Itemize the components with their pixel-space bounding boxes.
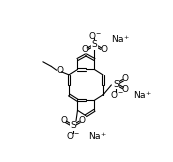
- Text: O$^{-}$: O$^{-}$: [66, 130, 80, 141]
- Text: O$^{-}$: O$^{-}$: [110, 89, 124, 100]
- Text: S: S: [113, 80, 119, 89]
- Text: Na$^{+}$: Na$^{+}$: [88, 130, 107, 142]
- Text: O: O: [56, 66, 63, 75]
- Text: O: O: [60, 116, 67, 125]
- Text: S: S: [70, 121, 76, 130]
- Text: Na$^{+}$: Na$^{+}$: [133, 89, 152, 101]
- Text: O: O: [122, 74, 129, 83]
- Text: Na$^{+}$: Na$^{+}$: [111, 33, 130, 45]
- Text: O: O: [82, 45, 89, 54]
- Text: O: O: [79, 116, 86, 125]
- Text: O: O: [122, 85, 129, 94]
- Text: O$^{-}$: O$^{-}$: [88, 30, 101, 41]
- Text: O: O: [100, 45, 107, 54]
- Text: S: S: [92, 40, 97, 49]
